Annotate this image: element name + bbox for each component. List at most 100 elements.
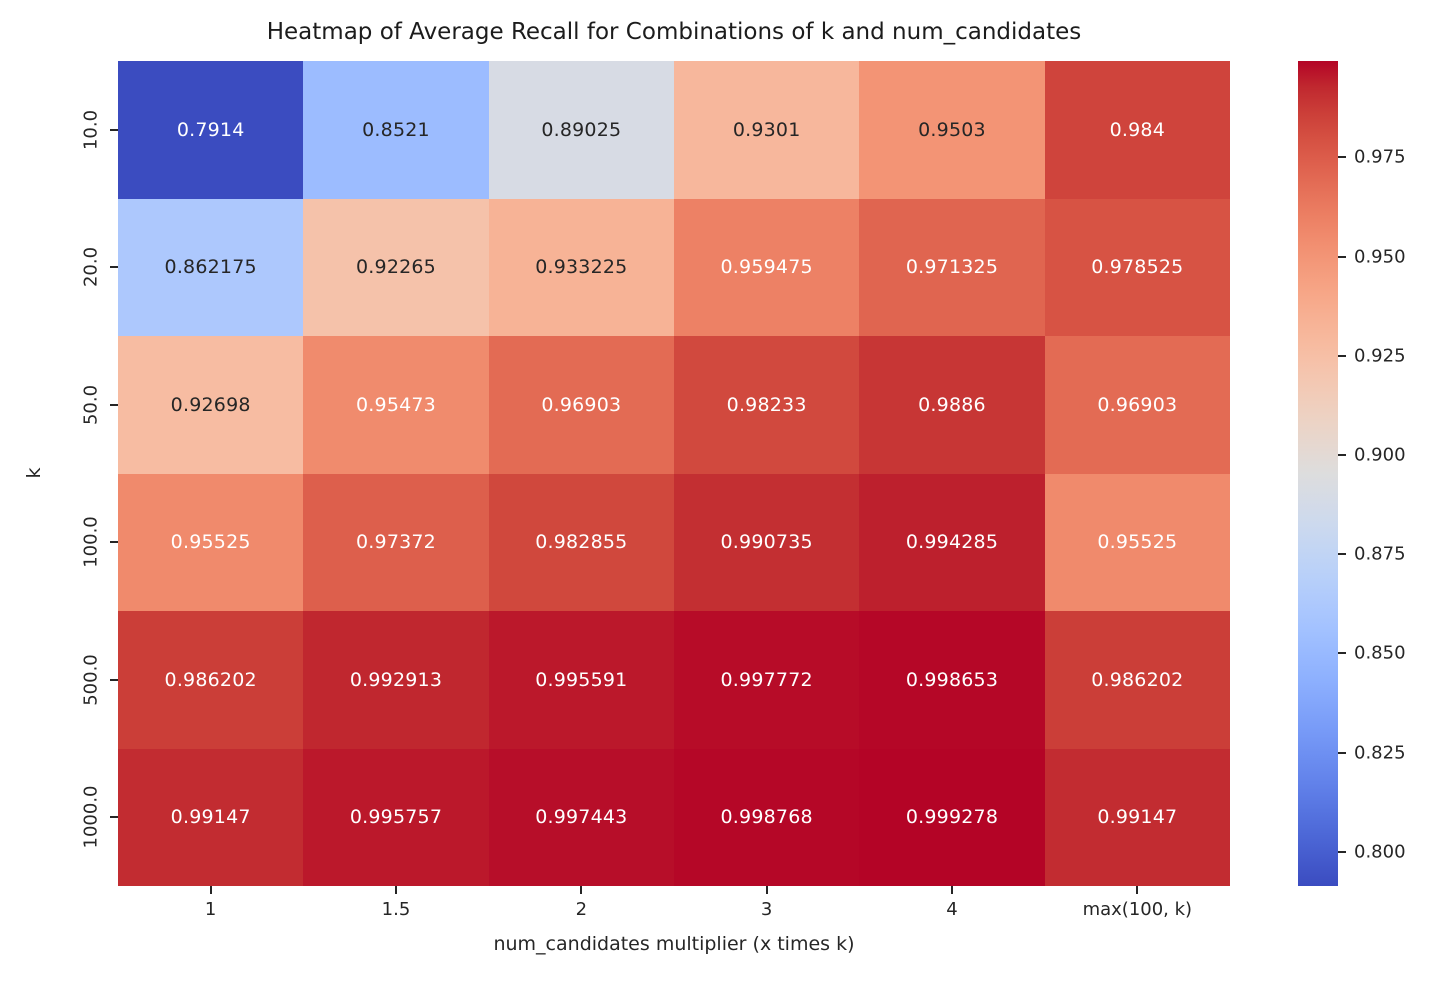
tick-mark bbox=[1136, 886, 1139, 894]
chart-title: Heatmap of Average Recall for Combinatio… bbox=[266, 19, 1082, 45]
tick-mark bbox=[1338, 751, 1346, 754]
y-tick-label: 1000.0 bbox=[80, 785, 102, 849]
cell-value: 0.933225 bbox=[535, 256, 628, 279]
tick-mark bbox=[110, 816, 118, 819]
cell-value: 0.95473 bbox=[356, 393, 436, 416]
colorbar-tick-label: 0.850 bbox=[1354, 642, 1406, 664]
x-tick-label: 3 bbox=[760, 899, 773, 920]
heatmap-cell: 0.994285 bbox=[859, 473, 1045, 611]
colorbar-tick-label: 0.875 bbox=[1354, 543, 1406, 565]
heatmap-cell: 0.92698 bbox=[118, 336, 304, 474]
heatmap-cell: 0.99147 bbox=[1044, 748, 1230, 886]
heatmap-cell: 0.9886 bbox=[859, 336, 1045, 474]
heatmap-grid: 0.7914 0.8521 0.89025 0.9301 0.9503 0.984 0.86… bbox=[118, 61, 1230, 886]
cell-value: 0.92698 bbox=[170, 393, 251, 416]
heatmap-cell: 0.9301 bbox=[673, 61, 860, 199]
cell-value: 0.9301 bbox=[732, 118, 801, 141]
cell-value: 0.984 bbox=[1109, 118, 1166, 141]
heatmap-cell: 0.95525 bbox=[118, 473, 304, 611]
heatmap-cell: 0.971325 bbox=[859, 198, 1045, 336]
cell-value: 0.96903 bbox=[1097, 393, 1178, 416]
cell-value: 0.92265 bbox=[356, 256, 436, 279]
cell-value: 0.992913 bbox=[349, 668, 443, 691]
x-axis-label: num_candidates multiplier (x times k) bbox=[493, 933, 855, 955]
tick-mark bbox=[395, 886, 397, 894]
y-tick-label: 50.0 bbox=[80, 384, 102, 425]
heatmap-cell: 0.95473 bbox=[303, 336, 489, 474]
heatmap-cell: 0.990735 bbox=[673, 473, 860, 611]
tick-mark bbox=[1338, 354, 1346, 357]
heatmap-cell: 0.9503 bbox=[859, 61, 1045, 199]
cell-value: 0.97372 bbox=[356, 531, 436, 554]
tick-mark bbox=[110, 678, 118, 681]
cell-value: 0.99147 bbox=[170, 806, 251, 829]
cell-value: 0.986202 bbox=[1091, 668, 1184, 691]
y-tick-label: 20.0 bbox=[80, 247, 102, 288]
cell-value: 0.95525 bbox=[170, 531, 251, 554]
colorbar-tick-label: 0.800 bbox=[1354, 841, 1406, 863]
tick-mark bbox=[110, 541, 118, 544]
tick-mark bbox=[1338, 454, 1346, 456]
cell-value: 0.986202 bbox=[164, 668, 257, 691]
cell-value: 0.998653 bbox=[905, 668, 999, 691]
colorbar-tick-label: 0.950 bbox=[1354, 246, 1406, 268]
cell-value: 0.997443 bbox=[535, 806, 628, 829]
tick-mark bbox=[765, 886, 768, 894]
heatmap-cell: 0.978525 bbox=[1044, 198, 1230, 336]
y-axis-label: k bbox=[23, 467, 45, 479]
cell-value: 0.998768 bbox=[720, 806, 813, 829]
tick-mark bbox=[1338, 850, 1346, 853]
heatmap-cell: 0.984 bbox=[1044, 61, 1230, 199]
heatmap-cell: 0.995591 bbox=[488, 611, 674, 749]
heatmap-cell: 0.992913 bbox=[303, 611, 489, 749]
cell-value: 0.995757 bbox=[349, 806, 443, 829]
x-tick-label: 1 bbox=[204, 899, 217, 920]
cell-value: 0.9886 bbox=[918, 393, 986, 416]
colorbar-tick-label: 0.900 bbox=[1354, 444, 1406, 466]
heatmap-cell: 0.89025 bbox=[488, 61, 674, 199]
tick-mark bbox=[110, 403, 118, 406]
heatmap-cell: 0.8521 bbox=[303, 61, 489, 199]
x-tick-label: 4 bbox=[946, 899, 958, 920]
colorbar bbox=[1298, 61, 1338, 886]
tick-mark bbox=[1338, 553, 1346, 556]
tick-mark bbox=[110, 128, 118, 131]
heatmap-cell: 0.959475 bbox=[673, 198, 860, 336]
heatmap-cell: 0.862175 bbox=[118, 198, 304, 336]
heatmap-cell: 0.982855 bbox=[488, 473, 674, 611]
colorbar-tick-label: 0.925 bbox=[1354, 345, 1406, 367]
cell-value: 0.990735 bbox=[720, 531, 813, 554]
cell-value: 0.999278 bbox=[905, 806, 999, 829]
cell-value: 0.96903 bbox=[541, 393, 622, 416]
heatmap-cell: 0.98233 bbox=[673, 336, 860, 474]
x-tick-label: 2 bbox=[575, 899, 588, 920]
tick-mark bbox=[951, 886, 953, 894]
cell-value: 0.8521 bbox=[362, 118, 430, 141]
cell-value: 0.95525 bbox=[1097, 531, 1178, 554]
heatmap-cell: 0.99147 bbox=[118, 748, 304, 886]
cell-value: 0.9503 bbox=[918, 118, 986, 141]
heatmap-cell: 0.97372 bbox=[303, 473, 489, 611]
heatmap-cell: 0.933225 bbox=[488, 198, 674, 336]
cell-value: 0.98233 bbox=[726, 393, 807, 416]
tick-mark bbox=[1338, 652, 1346, 655]
y-tick-label: 100.0 bbox=[80, 516, 102, 569]
tick-mark bbox=[1338, 255, 1346, 258]
cell-value: 0.971325 bbox=[905, 256, 999, 279]
colorbar-tick-label: 0.825 bbox=[1354, 742, 1406, 764]
heatmap-cell: 0.986202 bbox=[118, 611, 304, 749]
cell-value: 0.99147 bbox=[1097, 806, 1178, 829]
cell-value: 0.862175 bbox=[164, 256, 257, 279]
cell-value: 0.7914 bbox=[176, 118, 245, 141]
heatmap-cell: 0.998768 bbox=[673, 748, 860, 886]
cell-value: 0.994285 bbox=[905, 531, 999, 554]
colorbar-tick-label: 0.975 bbox=[1354, 146, 1406, 168]
tick-mark bbox=[209, 886, 212, 894]
heatmap-cell: 0.95525 bbox=[1044, 473, 1230, 611]
heatmap-cell: 0.995757 bbox=[303, 748, 489, 886]
heatmap-cell: 0.999278 bbox=[859, 748, 1045, 886]
heatmap-cell: 0.998653 bbox=[859, 611, 1045, 749]
cell-value: 0.89025 bbox=[541, 118, 622, 141]
heatmap-cell: 0.96903 bbox=[488, 336, 674, 474]
